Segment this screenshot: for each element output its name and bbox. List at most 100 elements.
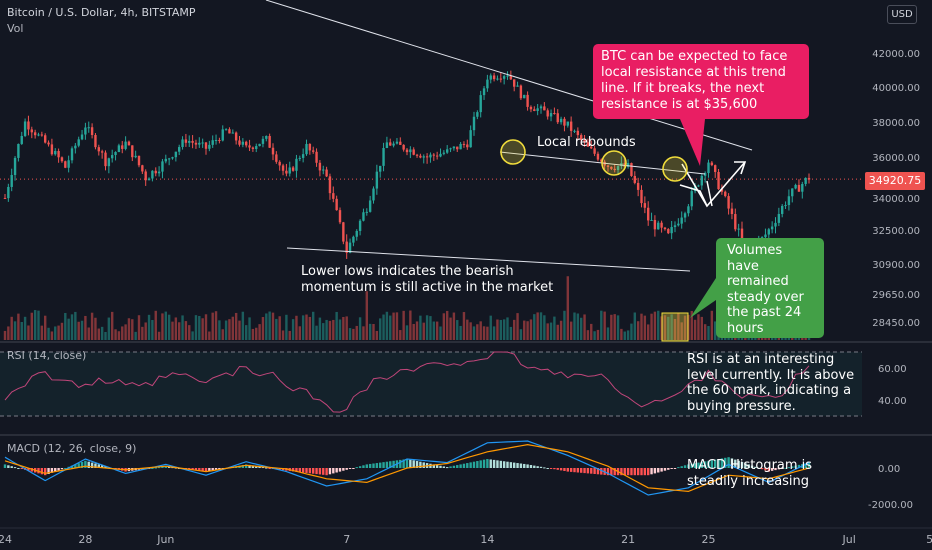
candle-body [261,138,265,144]
volume-bar [137,315,141,340]
volume-group [3,276,811,340]
macd-histogram-bar [610,468,613,476]
candle-body [13,157,17,175]
candle-body [315,151,318,163]
volume-bar [342,316,345,340]
volume-bar [281,330,285,340]
candle-body [352,236,355,243]
volume-bar [563,310,566,340]
macd-histogram-bar [549,468,553,469]
candle-body [583,140,586,143]
candle-body [399,141,402,145]
volume-bar [278,316,281,340]
candle-body [258,143,261,147]
macd-histogram-bar [502,461,506,468]
macd-histogram-bar [734,459,737,468]
volume-bar [355,325,358,340]
macd-histogram-bar [687,464,690,468]
volume-bar [111,311,114,340]
macd-histogram-bar [442,466,446,468]
candle-body [245,141,248,146]
macd-histogram-bar [539,466,543,468]
candle-body [630,163,633,176]
macd-histogram-bar [368,463,372,468]
candle-body [770,226,774,230]
macd-histogram-bar [683,465,687,468]
macd-histogram-bar [301,468,305,473]
macd-histogram-bar [523,463,526,468]
macd-histogram-bar [90,462,94,468]
macd-histogram-bar [27,468,30,471]
volume-bar [523,320,526,340]
candle-body [164,158,167,162]
volume-bar [234,312,238,340]
candle-body [127,141,131,146]
candle-body [670,227,673,234]
macd-histogram-bar [322,468,325,475]
candle-body [104,152,107,167]
volume-bar [449,317,452,340]
candle-body [234,132,238,141]
macd-histogram-bar [10,466,13,468]
candle-body [479,95,482,113]
candle-body [50,144,54,155]
time-tick-label: Jun [156,533,174,546]
macd-panel-label[interactable]: MACD (12, 26, close, 9) [7,442,137,455]
candle-body [502,76,506,79]
volume-bar [318,317,322,340]
macd-histogram-bar [536,466,539,468]
macd-histogram-bar [643,468,647,476]
macd-histogram-bar [693,463,697,468]
volume-bar [486,326,489,340]
volume-bar [161,313,164,340]
candle-body [489,75,492,80]
rebound-circle [601,150,627,176]
candle-body [291,167,295,171]
macd-histogram-bar [764,468,767,471]
candle-body [395,141,399,144]
candle-body [529,106,533,110]
volume-bar [382,314,385,340]
macd-histogram-bar [432,464,435,468]
volume-bar [549,322,553,340]
macd-histogram-bar [44,468,47,476]
candle-body [419,155,422,158]
volume-bar [335,311,338,340]
rsi-panel-label[interactable]: RSI (14, close) [7,349,87,362]
volume-bar [392,312,395,340]
macd-histogram-bar [312,468,315,474]
macd-histogram-bar [94,463,97,468]
macd-histogram-bar [17,468,20,469]
currency-button[interactable]: USD [887,5,917,24]
macd-histogram-bar [740,462,744,468]
candle-body [238,140,241,145]
volume-bar [385,311,389,340]
candle-body [539,106,543,109]
candle-body [305,143,308,155]
macd-histogram-bar [308,468,312,474]
volume-bar [117,331,121,340]
candle-body [362,212,365,221]
macd-histogram-bar [446,467,449,469]
macd-histogram-bar [760,468,764,470]
candle-body [57,151,60,158]
macd-histogram-bar [690,463,693,468]
candle-body [141,165,144,172]
volume-bar [573,312,576,340]
price-tick-label: 30900.00 [872,260,920,271]
volume-bar [201,318,204,340]
candle-body [402,144,405,150]
price-tick-label: 40000.00 [872,83,920,94]
candle-body [707,162,710,174]
candle-body [372,188,375,201]
volume-bar [415,321,419,340]
candle-body [804,177,807,184]
volume-bar [285,314,288,340]
signal-line [4,443,810,493]
volume-bar [667,316,670,340]
candle-body [161,161,164,172]
candle-body [188,140,191,143]
macd-histogram-bar [415,461,419,468]
macd-histogram-bar [419,461,422,468]
